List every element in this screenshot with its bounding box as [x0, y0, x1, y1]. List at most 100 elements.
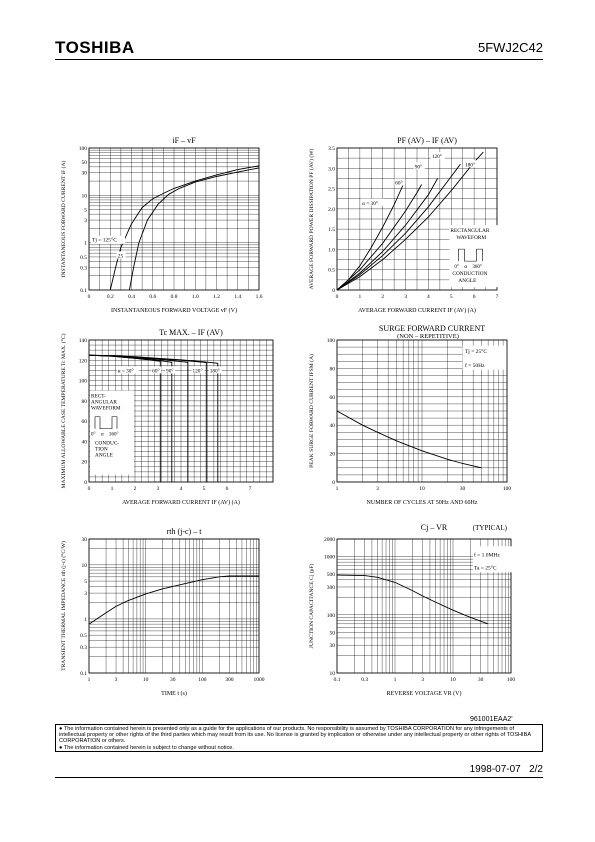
y-tick-label: 10	[82, 193, 88, 199]
y-tick-label: 300	[327, 585, 336, 591]
series-label: 120°	[193, 367, 203, 374]
annotation: 0°	[91, 433, 96, 438]
y-tick-label: 3.0	[328, 166, 335, 172]
chart-svg-2: 0 1 2 3 4 5 6 7 0 20 40 60 80 100 120 140 Tc MAX. – IF (…	[60, 328, 274, 506]
label-bg	[151, 366, 162, 374]
x-tick-label: 0.3	[361, 677, 368, 683]
chart-title: iF – vF	[172, 136, 196, 145]
annotation: α	[101, 433, 104, 438]
x-tick-label: 4	[427, 294, 430, 300]
x-tick-label: 3	[421, 677, 424, 683]
x-tick-label: 3	[157, 486, 160, 492]
x-tick-label: 7	[496, 294, 499, 300]
chart-title: SURGE FORWARD CURRENT	[379, 324, 485, 333]
y-tick-label: 2000	[324, 537, 335, 543]
x-tick-label: 6	[473, 294, 476, 300]
y-tick-label: 3	[84, 218, 87, 224]
x-tick-label: 7	[249, 486, 252, 492]
chart-cj-vr: 0.1 0.3 1 3 10 30 100 10 30 50 100 300 500 1000 2000 Cj…	[305, 523, 540, 709]
x-tick-label: 6	[226, 486, 229, 492]
chart-tc-if: 0 1 2 3 4 5 6 7 0 20 40 60 80 100 120 140 Tc MAX. – IF (…	[55, 318, 290, 513]
x-axis-label: INSTANTANEOUS FORWARD VOLTAGE vF (V)	[111, 307, 237, 314]
x-tick-label: 1	[336, 486, 339, 492]
series-label: 120°	[432, 153, 442, 160]
plot-frame-0	[88, 147, 260, 291]
label-bg	[116, 251, 126, 259]
y-tick-label: 50	[82, 160, 88, 166]
y-tick-label: 100	[327, 338, 336, 344]
x-tick-label: 0.6	[149, 294, 156, 300]
annotation: ANGLE	[458, 278, 476, 284]
x-tick-label: 10	[419, 486, 425, 492]
label-bg	[472, 546, 515, 573]
chart-svg-1: 0 1 2 3 4 5 6 7 0 0.5 1.0 1.5 2.0 2.5 3.0 3.5 PF (AV) – …	[308, 136, 506, 314]
x-tick-label: 5	[203, 486, 206, 492]
y-tick-label: 80	[82, 399, 88, 405]
x-tick-label: 1.6	[256, 294, 263, 300]
chart-title: Tc MAX. – IF (AV)	[159, 328, 223, 337]
annotation: f = 1.0MHz	[474, 552, 500, 559]
y-tick-label: 0.3	[80, 265, 87, 271]
label-bg	[462, 345, 507, 370]
annotation: 0°	[454, 265, 459, 270]
plot-frame-1	[336, 147, 498, 291]
x-tick-label: 10	[143, 677, 149, 683]
gridlines-4	[88, 538, 260, 674]
y-tick-label: 100	[79, 146, 88, 152]
y-tick-label: 100	[79, 379, 88, 385]
x-tick-label: 1	[358, 294, 361, 300]
y-tick-label: 0.5	[80, 255, 87, 261]
x-tick-label: 3	[404, 294, 407, 300]
series-label: 60°	[152, 367, 159, 374]
chart-svg-3: 1 3 10 30 100 0 20 40 60 80 100 SURGE FORWARD CURRE…	[308, 324, 512, 506]
x-tick-label: 1.2	[213, 294, 220, 300]
chart-svg-4: 1 3 10 30 100 300 1000 0.1 0.3 0.5 1 3 5 10 30 rth (j-c…	[60, 527, 265, 697]
annotation: α	[464, 265, 467, 270]
plot-frame-5	[336, 538, 512, 674]
annotation: f = 50Hz	[465, 362, 485, 369]
x-tick-label: 10	[450, 677, 456, 683]
y-axis-label: INSTANTANEOUS FORWARD CURRENT iF (A)	[60, 160, 67, 277]
x-tick-label: 0.8	[171, 294, 178, 300]
y-tick-label: 140	[79, 338, 88, 344]
y-tick-label: 1.5	[328, 227, 335, 233]
brand-logo: TOSHIBA	[55, 38, 135, 57]
x-axis-label: TIME t (s)	[161, 690, 187, 697]
y-tick-label: 2.5	[328, 187, 335, 193]
y-axis-label: JUNCTION CAPACITANCE Cj (pF)	[308, 564, 315, 649]
y-tick-label: 1	[84, 241, 87, 247]
y-tick-label: 0.3	[80, 645, 87, 651]
series-line	[336, 163, 461, 291]
disclaimer-text-2: ● The information contained herein is su…	[59, 744, 234, 751]
annotation: WAVEFORM	[91, 406, 121, 412]
x-tick-label: 0	[336, 294, 339, 300]
series-label: 60°	[395, 180, 402, 187]
chart-subtitle: (NON – REPETITIVE)	[397, 333, 459, 340]
label-bg	[116, 366, 139, 374]
chart-rth-t: 1 3 10 30 100 300 1000 0.1 0.3 0.5 1 3 5 10 30 rth (j-c…	[55, 524, 290, 709]
x-axis-label: NUMBER OF CYCLES AT 50Hz AND 60Hz	[367, 500, 478, 506]
y-tick-label: 1	[84, 617, 87, 623]
chart-subtitle: (TYPICAL)	[473, 524, 508, 532]
label-bg	[413, 162, 425, 170]
y-tick-label: 0	[332, 480, 335, 486]
series-line	[336, 574, 489, 625]
footer-date: 1998-07-07	[469, 764, 521, 775]
x-tick-label: 100	[503, 486, 512, 492]
y-tick-label: 10	[330, 671, 336, 677]
series-line	[336, 178, 438, 291]
y-axis-label: AVERAGE FORWARD POWER DISSIPATION PF (AV…	[308, 149, 315, 290]
plot-frame-2	[88, 339, 274, 483]
y-tick-label: 0	[84, 480, 87, 486]
y-axis-label: TRANSIENT THERMAL IMPEDANCE rth (j-c) (°…	[60, 541, 67, 671]
y-tick-label: 20	[82, 460, 88, 466]
series-line	[336, 410, 482, 469]
y-tick-label: 5	[84, 208, 87, 214]
label-bg	[449, 225, 506, 288]
y-tick-label: 120	[79, 358, 88, 364]
x-tick-label: 30	[460, 486, 466, 492]
y-tick-label: 100	[327, 613, 336, 619]
y-tick-label: 2.0	[328, 207, 335, 213]
y-tick-label: 50	[330, 630, 336, 636]
x-tick-label: 30	[478, 677, 484, 683]
